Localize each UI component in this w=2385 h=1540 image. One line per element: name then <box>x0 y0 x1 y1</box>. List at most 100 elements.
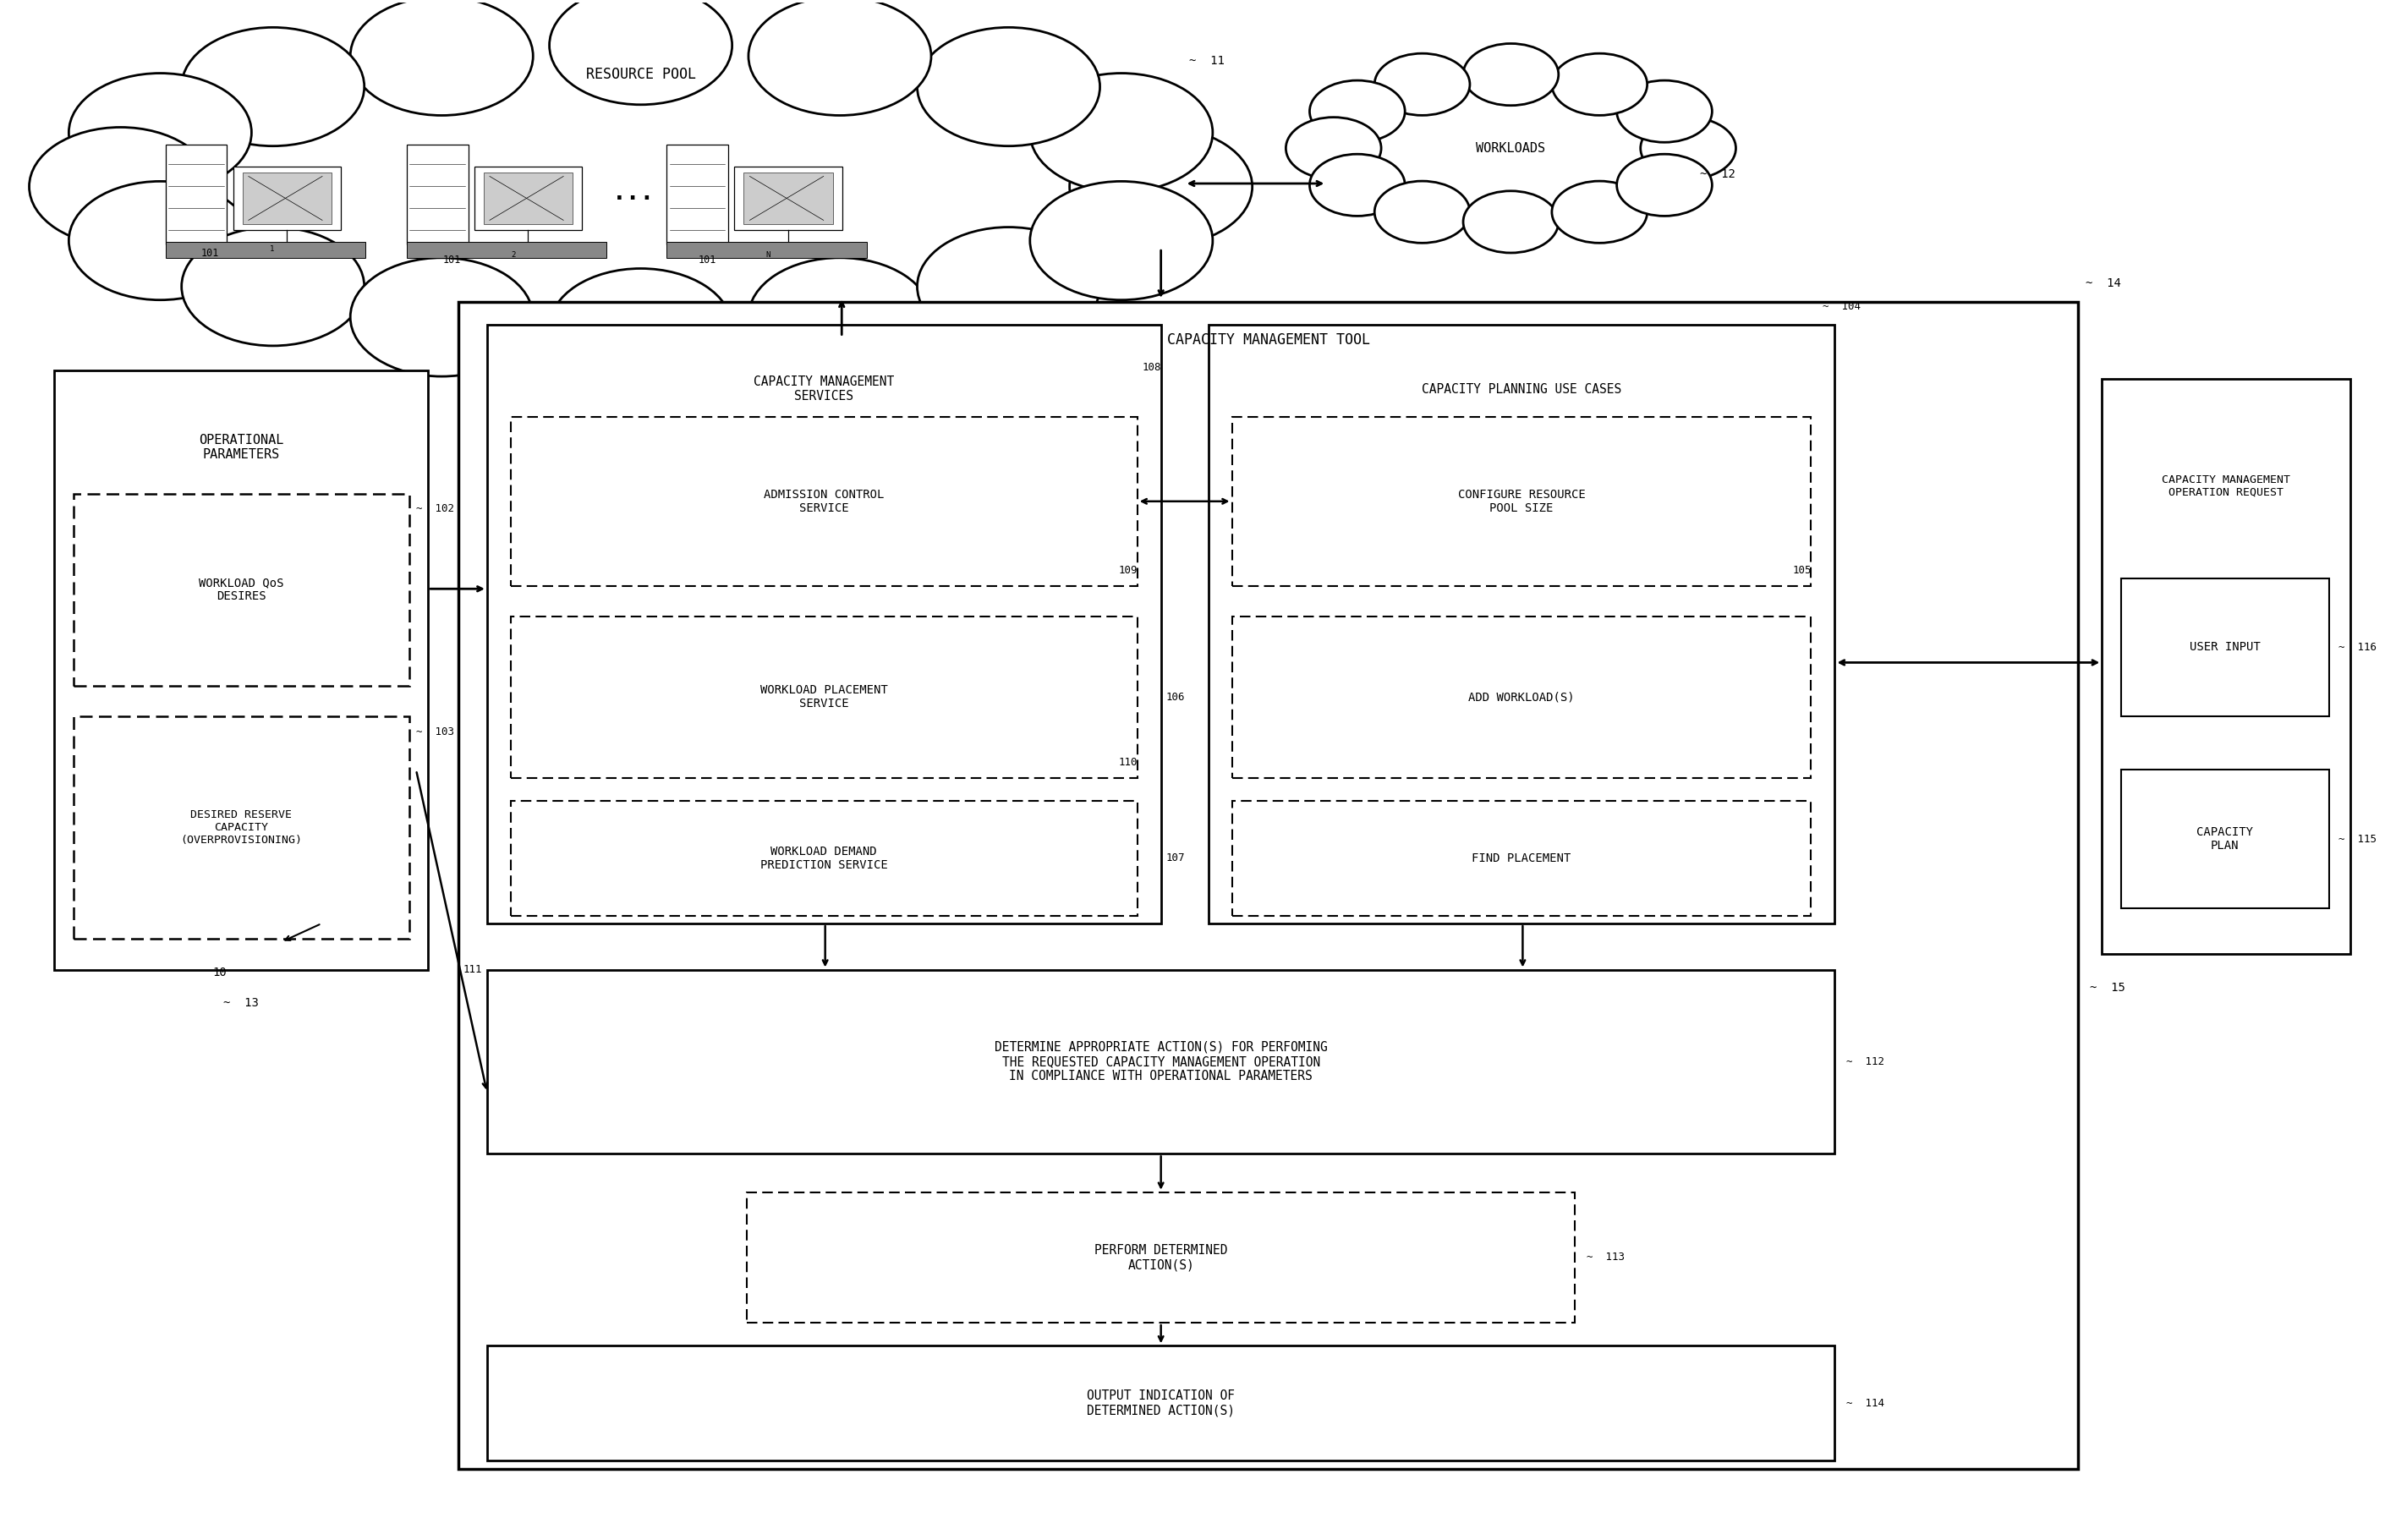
Text: 108: 108 <box>1142 362 1161 373</box>
Circle shape <box>1553 54 1648 116</box>
Text: ~  116: ~ 116 <box>2337 642 2375 653</box>
Circle shape <box>1030 182 1212 300</box>
Circle shape <box>1617 154 1712 216</box>
Text: ~  114: ~ 114 <box>1846 1398 1884 1409</box>
Bar <box>510 801 1138 916</box>
Text: RESOURCE POOL: RESOURCE POOL <box>587 66 696 82</box>
Text: N: N <box>766 251 770 259</box>
Circle shape <box>181 28 365 146</box>
Circle shape <box>1462 191 1557 253</box>
Bar <box>408 145 467 245</box>
Text: 2: 2 <box>510 251 515 259</box>
Text: USER INPUT: USER INPUT <box>2189 641 2261 653</box>
Bar <box>1231 616 1810 778</box>
Bar <box>510 417 1138 585</box>
Text: 110: 110 <box>1119 756 1138 768</box>
Bar <box>2101 379 2349 955</box>
Bar <box>165 242 365 259</box>
Text: CAPACITY MANAGEMENT
SERVICES: CAPACITY MANAGEMENT SERVICES <box>754 376 894 403</box>
Circle shape <box>918 226 1099 347</box>
Circle shape <box>749 257 930 376</box>
Circle shape <box>1309 154 1405 216</box>
Text: WORKLOAD DEMAND
PREDICTION SERVICE: WORKLOAD DEMAND PREDICTION SERVICE <box>761 845 887 872</box>
Bar <box>475 166 582 229</box>
Text: 107: 107 <box>1166 853 1185 864</box>
Circle shape <box>549 268 732 387</box>
Text: DESIRED RESERVE
CAPACITY
(OVERPROVISIONING): DESIRED RESERVE CAPACITY (OVERPROVISIONI… <box>181 810 303 845</box>
Text: PERFORM DETERMINED
ACTION(S): PERFORM DETERMINED ACTION(S) <box>1095 1244 1228 1270</box>
Text: CAPACITY MANAGEMENT TOOL: CAPACITY MANAGEMENT TOOL <box>1166 333 1369 348</box>
Bar <box>74 494 410 685</box>
Ellipse shape <box>186 74 1095 300</box>
Circle shape <box>69 74 250 192</box>
Bar <box>165 145 227 245</box>
Bar <box>408 242 606 259</box>
Text: 106: 106 <box>1166 691 1185 702</box>
Circle shape <box>1068 128 1252 246</box>
Text: ~  112: ~ 112 <box>1846 1056 1884 1067</box>
Text: CAPACITY MANAGEMENT
OPERATION REQUEST: CAPACITY MANAGEMENT OPERATION REQUEST <box>2161 474 2290 497</box>
Circle shape <box>1553 182 1648 243</box>
Text: 101: 101 <box>200 248 219 259</box>
Circle shape <box>1462 43 1557 105</box>
Text: 1: 1 <box>270 245 274 253</box>
Bar <box>487 1346 1834 1461</box>
Text: 10: 10 <box>212 967 227 978</box>
Text: ~  113: ~ 113 <box>1586 1252 1624 1263</box>
Text: ~  11: ~ 11 <box>1190 55 1226 66</box>
Text: ~  15: ~ 15 <box>2089 983 2125 993</box>
Text: 101: 101 <box>444 254 460 265</box>
Text: ADMISSION CONTROL
SERVICE: ADMISSION CONTROL SERVICE <box>763 488 885 514</box>
Circle shape <box>1374 54 1469 116</box>
Bar <box>2120 578 2328 716</box>
Bar <box>74 716 410 939</box>
Circle shape <box>918 28 1099 146</box>
Circle shape <box>69 182 250 300</box>
Circle shape <box>549 0 732 105</box>
Text: ...: ... <box>613 180 656 205</box>
Circle shape <box>181 226 365 347</box>
Bar <box>487 970 1834 1153</box>
Text: CAPACITY
PLAN: CAPACITY PLAN <box>2197 827 2254 852</box>
Bar <box>55 371 427 970</box>
Circle shape <box>29 128 212 246</box>
Text: 109: 109 <box>1119 565 1138 576</box>
Bar <box>1231 417 1810 585</box>
Text: OUTPUT INDICATION OF
DETERMINED ACTION(S): OUTPUT INDICATION OF DETERMINED ACTION(S… <box>1088 1389 1235 1417</box>
Bar <box>668 242 866 259</box>
Text: ~  115: ~ 115 <box>2337 833 2375 844</box>
Bar <box>458 302 2077 1469</box>
Text: ~  12: ~ 12 <box>1701 168 1736 180</box>
Circle shape <box>1030 74 1212 192</box>
Text: 101: 101 <box>699 254 716 265</box>
Text: ADD WORKLOAD(S): ADD WORKLOAD(S) <box>1469 691 1574 702</box>
Text: ~  14: ~ 14 <box>2084 277 2120 290</box>
Circle shape <box>351 257 532 376</box>
Bar <box>487 325 1161 924</box>
Bar <box>668 145 727 245</box>
Bar <box>735 166 842 229</box>
Text: DETERMINE APPROPRIATE ACTION(S) FOR PERFOMING
THE REQUESTED CAPACITY MANAGEMENT : DETERMINE APPROPRIATE ACTION(S) FOR PERF… <box>995 1041 1328 1083</box>
Bar <box>1209 325 1834 924</box>
Text: FIND PLACEMENT: FIND PLACEMENT <box>1472 852 1572 864</box>
Text: WORKLOAD PLACEMENT
SERVICE: WORKLOAD PLACEMENT SERVICE <box>761 684 887 710</box>
Bar <box>484 172 572 225</box>
Circle shape <box>351 0 532 116</box>
Circle shape <box>1286 117 1381 179</box>
Text: WORKLOAD QoS
DESIRES: WORKLOAD QoS DESIRES <box>198 578 284 602</box>
Bar <box>243 172 332 225</box>
Circle shape <box>1617 80 1712 142</box>
Text: CAPACITY PLANNING USE CASES: CAPACITY PLANNING USE CASES <box>1421 383 1622 396</box>
Text: 111: 111 <box>463 964 482 975</box>
Bar <box>744 172 832 225</box>
Bar <box>510 616 1138 778</box>
Bar <box>747 1192 1574 1323</box>
Circle shape <box>1309 80 1405 142</box>
Text: OPERATIONAL
PARAMETERS: OPERATIONAL PARAMETERS <box>198 434 284 462</box>
Text: 105: 105 <box>1791 565 1810 576</box>
Circle shape <box>1641 117 1736 179</box>
Circle shape <box>749 0 930 116</box>
Text: ~  102: ~ 102 <box>415 504 453 514</box>
Bar <box>2120 770 2328 909</box>
Text: ~  104: ~ 104 <box>1822 300 1860 311</box>
